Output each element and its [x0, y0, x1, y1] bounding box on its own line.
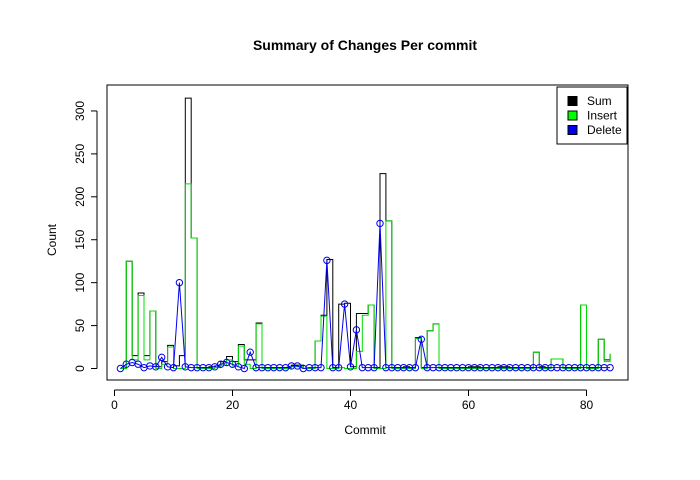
x-tick-label: 80 — [580, 398, 594, 412]
y-tick-label: 200 — [73, 186, 87, 206]
y-tick-label: 100 — [73, 272, 87, 292]
chart-title: Summary of Changes Per commit — [253, 37, 477, 53]
legend-swatch — [567, 125, 578, 135]
y-axis-label: Count — [45, 223, 59, 256]
delete-point — [211, 363, 219, 371]
delete-series — [116, 219, 614, 373]
legend-label: Delete — [587, 123, 622, 137]
delete-point — [246, 348, 254, 356]
delete-point — [512, 363, 520, 372]
delete-point — [352, 326, 361, 334]
delete-point — [116, 364, 125, 373]
delete-point — [134, 360, 142, 368]
legend-swatch — [567, 110, 578, 121]
delete-point — [411, 363, 420, 372]
y-tick-label: 300 — [73, 101, 87, 121]
delete-point — [588, 363, 597, 372]
x-axis-label: Commit — [344, 423, 386, 437]
delete-point — [600, 363, 608, 372]
delete-point — [152, 363, 160, 371]
delete-point — [529, 363, 538, 372]
legend-label: Sum — [587, 94, 612, 108]
delete-point — [346, 363, 355, 371]
delete-point — [571, 363, 579, 372]
delete-point — [240, 364, 249, 373]
delete-point — [340, 300, 349, 308]
delete-point — [606, 363, 614, 372]
delete-point — [541, 363, 549, 372]
y-tick-label: 250 — [73, 144, 87, 164]
x-tick-label: 60 — [462, 398, 476, 412]
x-tick-label: 0 — [111, 398, 118, 412]
axes: 0 20 40 60 80 0 50 100 150 200 250 300 — [73, 84, 629, 412]
y-tick-label: 50 — [73, 319, 87, 333]
delete-point — [417, 335, 425, 344]
delete-point — [158, 353, 166, 362]
legend-swatch — [567, 96, 578, 106]
delete-point — [293, 362, 302, 370]
insert-series — [120, 183, 611, 369]
delete-point — [323, 256, 331, 265]
x-tick-label: 40 — [344, 398, 358, 412]
y-tick-label: 150 — [73, 229, 87, 249]
delete-point — [228, 360, 237, 368]
delete-point — [199, 363, 207, 372]
x-tick-label: 20 — [226, 398, 240, 412]
delete-point — [559, 363, 567, 372]
plot-frame — [106, 84, 629, 381]
delete-point — [335, 363, 343, 372]
delete-point — [175, 278, 184, 287]
y-tick-label: 0 — [73, 365, 87, 372]
legend-label: Insert — [587, 109, 618, 123]
delete-point — [376, 219, 384, 228]
delete-point — [252, 363, 260, 372]
delete-point — [317, 363, 325, 372]
delete-point — [370, 363, 378, 372]
insert-step-line — [120, 183, 611, 369]
delete-point — [169, 363, 178, 372]
delete-point — [193, 363, 201, 372]
